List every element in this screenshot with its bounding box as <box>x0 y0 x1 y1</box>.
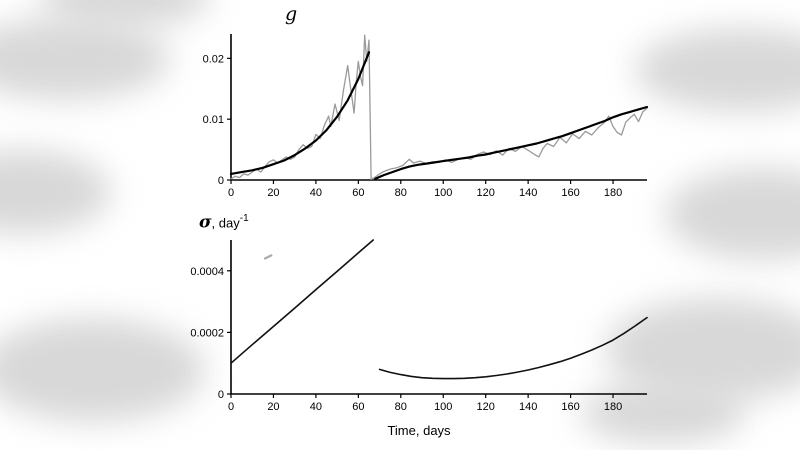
x-tick-label: 180 <box>604 187 622 199</box>
sigma-symbol: σ <box>199 212 212 233</box>
x-tick-label: 160 <box>561 187 579 199</box>
y-tick-label: 0.02 <box>203 53 224 65</box>
y-tick-label: 0.01 <box>203 114 224 126</box>
x-tick-label: 80 <box>395 401 407 413</box>
background-blur-blob <box>665 168 800 260</box>
g-axis-title: g <box>285 3 298 25</box>
sigma-segment-2 <box>378 316 648 380</box>
sigma-exponent: -1 <box>239 213 249 224</box>
sigma-segment-1 <box>230 239 374 364</box>
x-tick-label: 160 <box>561 401 579 413</box>
x-tick-label: 180 <box>604 401 622 413</box>
g-vs-time-chart: 0 20 40 60 80 100 120 140 160 180 0 0.01 0.02 <box>203 34 649 199</box>
x-tick-label: 140 <box>519 187 537 199</box>
background-blur-blob <box>0 18 170 100</box>
stray-mark <box>263 254 273 260</box>
x-tick-label: 20 <box>267 187 279 199</box>
y-tick-label: 0.0004 <box>190 266 224 278</box>
x-tick-label: 20 <box>267 401 279 413</box>
background-blur-blob <box>0 318 205 422</box>
x-tick-label: 80 <box>395 187 407 199</box>
sigma-vs-time-chart: 0 20 40 60 80 100 120 140 160 180 0 0.0002 0.0004 <box>190 239 648 413</box>
x-tick-label: 0 <box>228 187 234 199</box>
x-tick-label: 120 <box>477 187 495 199</box>
x-tick-label: 60 <box>352 187 364 199</box>
figure-panel: g 0 20 40 60 80 100 120 140 160 180 0 0.01 0.02 σ, d… <box>183 2 655 438</box>
x-tick-label: 140 <box>519 401 537 413</box>
sigma-unit: , day <box>211 215 240 231</box>
background-blur-blob <box>0 150 111 234</box>
background-blur-blob <box>580 382 745 444</box>
x-tick-label: 100 <box>434 187 452 199</box>
x-tick-label: 60 <box>352 401 364 413</box>
x-axis-title: Time, days <box>387 423 451 438</box>
background-blur-blob <box>635 28 800 112</box>
x-tick-label: 40 <box>310 187 322 199</box>
x-tick-label: 120 <box>477 401 495 413</box>
y-tick-label: 0.0002 <box>190 327 224 339</box>
y-tick-label: 0 <box>218 389 224 401</box>
sigma-axis-title: σ, day-1 <box>199 208 655 232</box>
observed-noisy-g <box>230 34 648 181</box>
model-fit-segment-2 <box>374 105 649 180</box>
x-tick-label: 100 <box>434 401 452 413</box>
y-tick-label: 0 <box>218 175 224 187</box>
model-fit-segment-1 <box>229 51 371 175</box>
x-tick-label: 40 <box>310 401 322 413</box>
x-tick-label: 0 <box>228 401 234 413</box>
